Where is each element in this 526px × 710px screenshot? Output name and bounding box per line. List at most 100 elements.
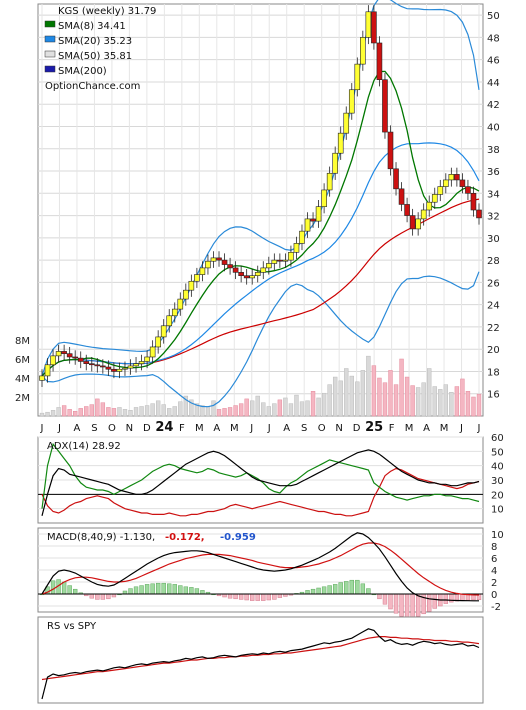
candle-body	[194, 274, 200, 282]
legend-swatch	[44, 65, 56, 73]
candle-body	[221, 259, 228, 265]
volume-bar	[227, 407, 233, 417]
candle-body	[465, 186, 471, 194]
legend-label: SMA(200)	[58, 66, 107, 77]
candle-body	[348, 89, 355, 114]
candle-body	[321, 189, 327, 207]
volume-tick-label: 8M	[15, 336, 30, 347]
series-line-1	[41, 542, 480, 596]
volume-bar	[360, 370, 366, 417]
month-label: A	[423, 423, 430, 434]
month-label: A	[213, 423, 220, 434]
volume-bar	[144, 405, 150, 417]
histogram-bar	[67, 585, 72, 595]
volume-bar	[371, 365, 377, 417]
candle-body	[83, 361, 90, 364]
price-tick-label: 22	[487, 323, 500, 334]
price-tick-label: 42	[487, 100, 500, 111]
volume-bar	[178, 401, 183, 417]
panel-tick-label: 20	[491, 490, 504, 501]
month-label: N	[335, 423, 342, 434]
candle-body	[315, 206, 322, 222]
volume-bar	[438, 389, 443, 417]
rs-panel: RS vs SPY	[37, 616, 484, 704]
histogram-bar	[388, 593, 393, 610]
panel-title: ADX(14) 28.92	[47, 441, 121, 452]
histogram-bar	[344, 581, 349, 595]
price-tick-label: 24	[487, 301, 500, 312]
volume-bar	[211, 400, 216, 417]
volume-bar	[399, 358, 404, 417]
histogram-bar	[178, 585, 183, 595]
candle-body	[249, 275, 256, 279]
month-label: F	[179, 423, 185, 434]
price-tick-label: 40	[487, 122, 500, 133]
month-label: M	[230, 423, 239, 434]
month-label: 25	[365, 420, 383, 435]
histogram-bar	[404, 593, 410, 619]
candle-body	[376, 42, 383, 81]
histogram-bar	[355, 579, 360, 595]
candle-body	[332, 152, 338, 174]
candle-body	[476, 209, 482, 219]
panel-frame	[37, 616, 484, 704]
volume-bar	[161, 404, 166, 417]
candle-body	[393, 168, 399, 190]
volume-bar	[189, 399, 194, 417]
candle-body	[188, 280, 195, 291]
candle-body	[326, 172, 333, 191]
volume-bar	[128, 410, 133, 417]
candle-body	[55, 351, 62, 357]
histogram-bar	[144, 584, 150, 595]
volume-bar	[393, 384, 399, 417]
volume-bar	[344, 368, 349, 417]
series-line-0	[41, 532, 479, 602]
volume-bar	[349, 375, 354, 417]
histogram-bar	[310, 588, 316, 595]
volume-bar	[432, 386, 437, 417]
candle-body	[304, 218, 311, 232]
volume-bar	[200, 405, 205, 417]
volume-bar	[449, 392, 454, 417]
candle-body	[39, 375, 45, 381]
volume-bar	[321, 392, 327, 417]
volume-bar	[244, 398, 249, 417]
volume-bar	[272, 403, 277, 417]
month-label: J	[477, 423, 481, 434]
candle-body	[310, 218, 316, 222]
candle-body	[88, 363, 95, 366]
candle-body	[398, 188, 405, 205]
volume-bar	[133, 407, 139, 417]
histogram-bar	[415, 593, 421, 617]
price-tick-label: 44	[487, 78, 500, 89]
volume-bar	[183, 395, 189, 417]
series-line-1	[41, 635, 480, 681]
histogram-bar	[183, 586, 189, 595]
volume-bar	[277, 399, 283, 417]
candle-body	[293, 243, 300, 253]
candle-body	[282, 259, 289, 262]
legend-label: SMA(50) 35.81	[58, 51, 132, 62]
month-label: M	[405, 423, 414, 434]
volume-bar	[73, 411, 78, 417]
volume-bar	[388, 370, 393, 417]
candle-body	[94, 364, 101, 367]
histogram-bar	[305, 590, 310, 595]
volume-bar	[84, 406, 89, 417]
volume-bar	[476, 393, 482, 417]
volume-bar	[61, 405, 67, 417]
candle-body	[454, 174, 460, 181]
histogram-bar	[100, 593, 106, 600]
month-label: J	[267, 423, 271, 434]
candle-body	[288, 252, 294, 261]
panel-tick-label: 30	[491, 476, 504, 487]
volume-bar	[305, 400, 310, 417]
volume-bar	[327, 384, 332, 417]
volume-bar	[410, 385, 415, 417]
volume-bar	[465, 391, 471, 417]
legend-label: SMA(8) 34.41	[58, 21, 126, 32]
volume-bar	[460, 378, 465, 417]
price-tick-label: 26	[487, 278, 500, 289]
candle-body	[271, 259, 278, 264]
month-label: N	[126, 423, 133, 434]
